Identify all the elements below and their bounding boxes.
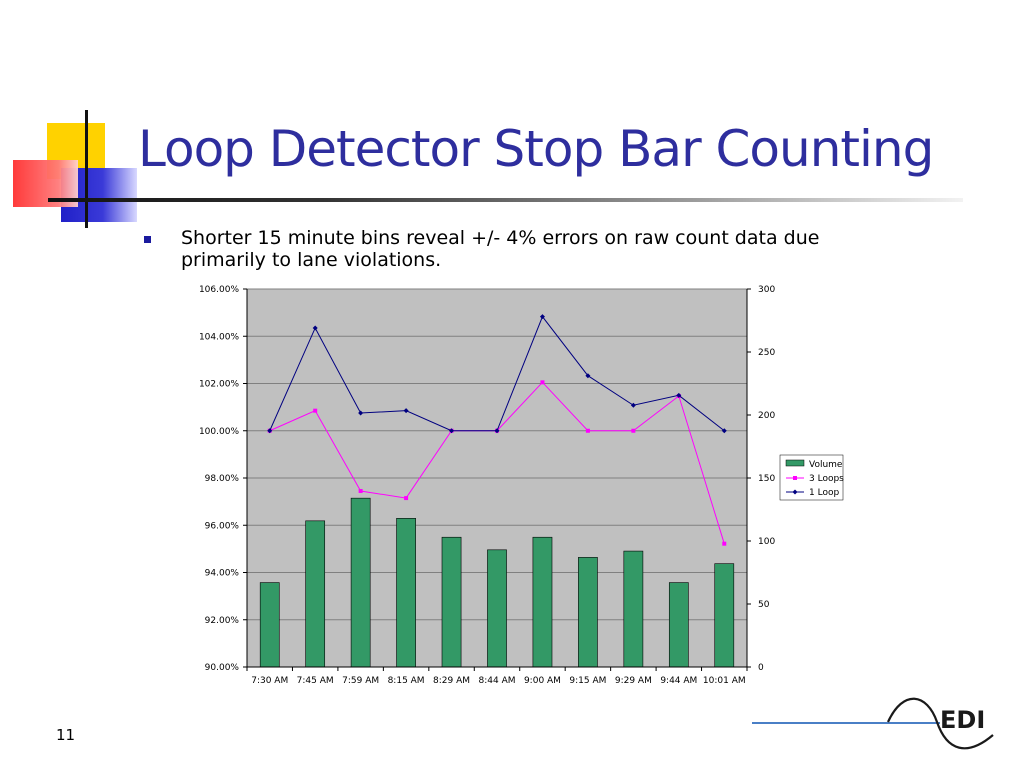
left-tick-label: 94.00% <box>205 569 240 579</box>
volume-bar <box>305 520 326 668</box>
point-1-loop <box>539 314 545 320</box>
x-tick-label: 9:00 AM <box>524 676 561 686</box>
point-3-loops <box>540 380 545 385</box>
x-tick-label: 8:44 AM <box>479 676 516 686</box>
point-1-loop <box>676 392 682 398</box>
volume-accuracy-chart: 90.00% 92.00% 94.00% 96.00% 98.00% 100.00% 102… <box>199 285 844 686</box>
x-tick-label: 8:29 AM <box>433 676 470 686</box>
point-1-loop <box>721 428 727 434</box>
x-tick-label: 9:44 AM <box>660 676 697 686</box>
volume-bar <box>668 582 689 668</box>
volume-bar <box>396 518 416 668</box>
legend-3loops-label: 3 Loops <box>809 474 844 484</box>
x-axis: 7:30 AM 7:45 AM 7:59 AM 8:15 AM 8:29 AM 8:44 … <box>246 666 748 686</box>
legend: Volume 3 Loops 1 Loop <box>779 454 844 501</box>
x-tick-label: 7:45 AM <box>297 676 334 686</box>
x-tick-label: 7:59 AM <box>342 676 379 686</box>
left-tick-label: 98.00% <box>205 474 240 484</box>
left-tick-label: 100.00% <box>199 427 239 437</box>
point-1-loop <box>403 408 409 414</box>
point-3-loops <box>404 496 409 501</box>
point-1-loop <box>312 325 318 331</box>
legend-3loops-marker <box>793 476 797 480</box>
left-tick-label: 104.00% <box>199 332 239 342</box>
volume-bar <box>487 549 507 668</box>
footer-line <box>752 722 940 724</box>
bullet-text: Shorter 15 minute bins reveal +/- 4% err… <box>181 227 820 271</box>
volume-bar <box>350 497 371 668</box>
legend-1loop-marker <box>792 489 798 495</box>
right-axis: 0 50 100 150 200 250 300 <box>746 285 775 673</box>
volume-bar <box>578 557 598 668</box>
legend-volume-label: Volume <box>809 460 843 470</box>
left-tick-label: 102.00% <box>199 380 239 390</box>
title-underline <box>48 198 963 202</box>
point-1-loop <box>449 428 455 434</box>
x-tick-label: 9:15 AM <box>569 676 606 686</box>
legend-volume-swatch <box>785 459 805 467</box>
x-tick-label: 8:15 AM <box>388 676 425 686</box>
logo-text: EDI <box>940 706 985 734</box>
x-tick-label: 10:01 AM <box>703 676 746 686</box>
legend-1loop-label: 1 Loop <box>809 488 839 498</box>
volume-bar <box>259 582 280 668</box>
volume-bar <box>441 536 462 668</box>
right-tick-label: 200 <box>758 411 775 421</box>
edi-logo: EDI <box>886 697 994 750</box>
point-3-loops <box>358 488 363 493</box>
point-1-loop <box>358 410 364 416</box>
volume-bar <box>623 550 644 668</box>
right-tick-label: 50 <box>758 600 770 610</box>
point-3-loops <box>631 428 636 433</box>
left-tick-label: 90.00% <box>205 663 240 673</box>
right-tick-label: 250 <box>758 348 775 358</box>
page-number: 11 <box>56 726 76 744</box>
decor-vertical-line <box>85 110 88 228</box>
right-tick-label: 100 <box>758 537 775 547</box>
point-3-loops <box>585 428 590 433</box>
point-1-loop <box>585 373 591 379</box>
point-1-loop <box>630 402 636 408</box>
point-3-loops <box>313 408 318 413</box>
volume-bars <box>259 497 735 668</box>
left-axis: 90.00% 92.00% 94.00% 96.00% 98.00% 100.00% 102… <box>199 285 248 673</box>
right-tick-label: 300 <box>758 285 775 295</box>
x-tick-label: 7:30 AM <box>251 676 288 686</box>
slide-title: Loop Detector Stop Bar Counting <box>138 120 934 178</box>
x-tick-label: 9:29 AM <box>615 676 652 686</box>
left-tick-label: 92.00% <box>205 616 240 626</box>
right-tick-label: 0 <box>758 663 764 673</box>
point-1-loop <box>494 428 500 434</box>
logo-wave-icon <box>886 697 994 750</box>
series-lines <box>267 314 727 546</box>
volume-bar <box>714 563 735 668</box>
point-1-loop <box>267 428 273 434</box>
volume-bar <box>532 536 553 668</box>
point-3-loops <box>722 541 727 546</box>
bullet-square-icon <box>144 236 151 243</box>
left-tick-label: 106.00% <box>199 285 239 295</box>
left-tick-label: 96.00% <box>205 521 240 531</box>
right-tick-label: 150 <box>758 474 775 484</box>
